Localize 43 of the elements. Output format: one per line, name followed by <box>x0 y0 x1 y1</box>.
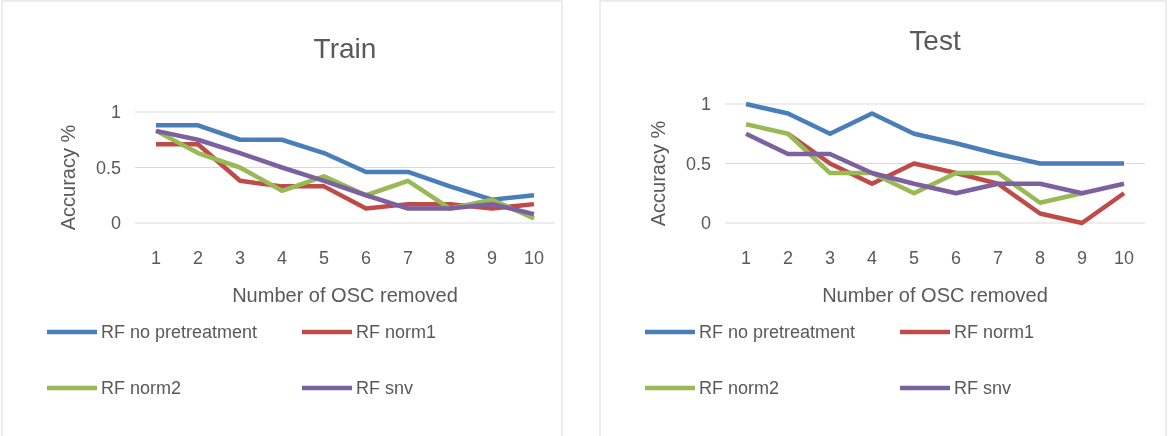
line-series <box>743 101 1127 166</box>
legend-label: RF no pretreatment <box>699 322 856 342</box>
x-tick-label: 2 <box>782 248 794 268</box>
x-tick-label: 4 <box>866 248 878 268</box>
y-axis-title: Accuracy % <box>647 120 669 227</box>
legend-label: RF norm2 <box>699 378 780 398</box>
x-tick-label: 9 <box>486 248 498 268</box>
x-tick-label: 1 <box>740 248 752 268</box>
x-tick-label: 1 <box>150 248 162 268</box>
x-axis-title: Number of OSC removed <box>232 284 458 306</box>
x-tick-label: 3 <box>234 248 246 268</box>
y-tick-label: 0.5 <box>685 153 711 174</box>
legend-label: RF norm1 <box>954 322 1035 342</box>
y-tick-label: 1 <box>110 102 121 122</box>
x-tick-label: 6 <box>950 248 962 268</box>
y-tick-label: 0 <box>110 213 121 233</box>
x-tick-label: 3 <box>824 248 836 268</box>
legend-label: RF snv <box>954 378 1012 398</box>
legend-label: RF norm1 <box>356 322 437 342</box>
x-tick-label: 8 <box>444 248 456 268</box>
chart-title: Test <box>909 25 961 56</box>
x-tick-label: 4 <box>276 248 288 268</box>
x-tick-label: 2 <box>192 248 204 268</box>
legend-label: RF no pretreatment <box>101 322 258 342</box>
line-series <box>743 131 1127 196</box>
legend-label: RF norm2 <box>101 378 182 398</box>
x-axis-title: Number of OSC removed <box>822 284 1048 306</box>
x-tick-label: 10 <box>1113 248 1135 268</box>
x-tick-label: 5 <box>318 248 330 268</box>
x-tick-label: 7 <box>402 248 414 268</box>
x-tick-label: 8 <box>1034 248 1046 268</box>
chart-title: Train <box>313 33 377 64</box>
x-tick-label: 5 <box>908 248 920 268</box>
x-tick-label: 7 <box>992 248 1004 268</box>
y-tick-label: 0.5 <box>95 157 121 178</box>
legend-label: RF snv <box>356 378 414 398</box>
x-tick-label: 6 <box>360 248 372 268</box>
y-axis-title: Accuracy % <box>57 124 79 231</box>
x-tick-label: 9 <box>1076 248 1088 268</box>
y-tick-label: 0 <box>700 213 711 233</box>
line-series <box>153 123 537 202</box>
y-tick-label: 1 <box>700 94 711 114</box>
x-tick-label: 10 <box>523 248 545 268</box>
